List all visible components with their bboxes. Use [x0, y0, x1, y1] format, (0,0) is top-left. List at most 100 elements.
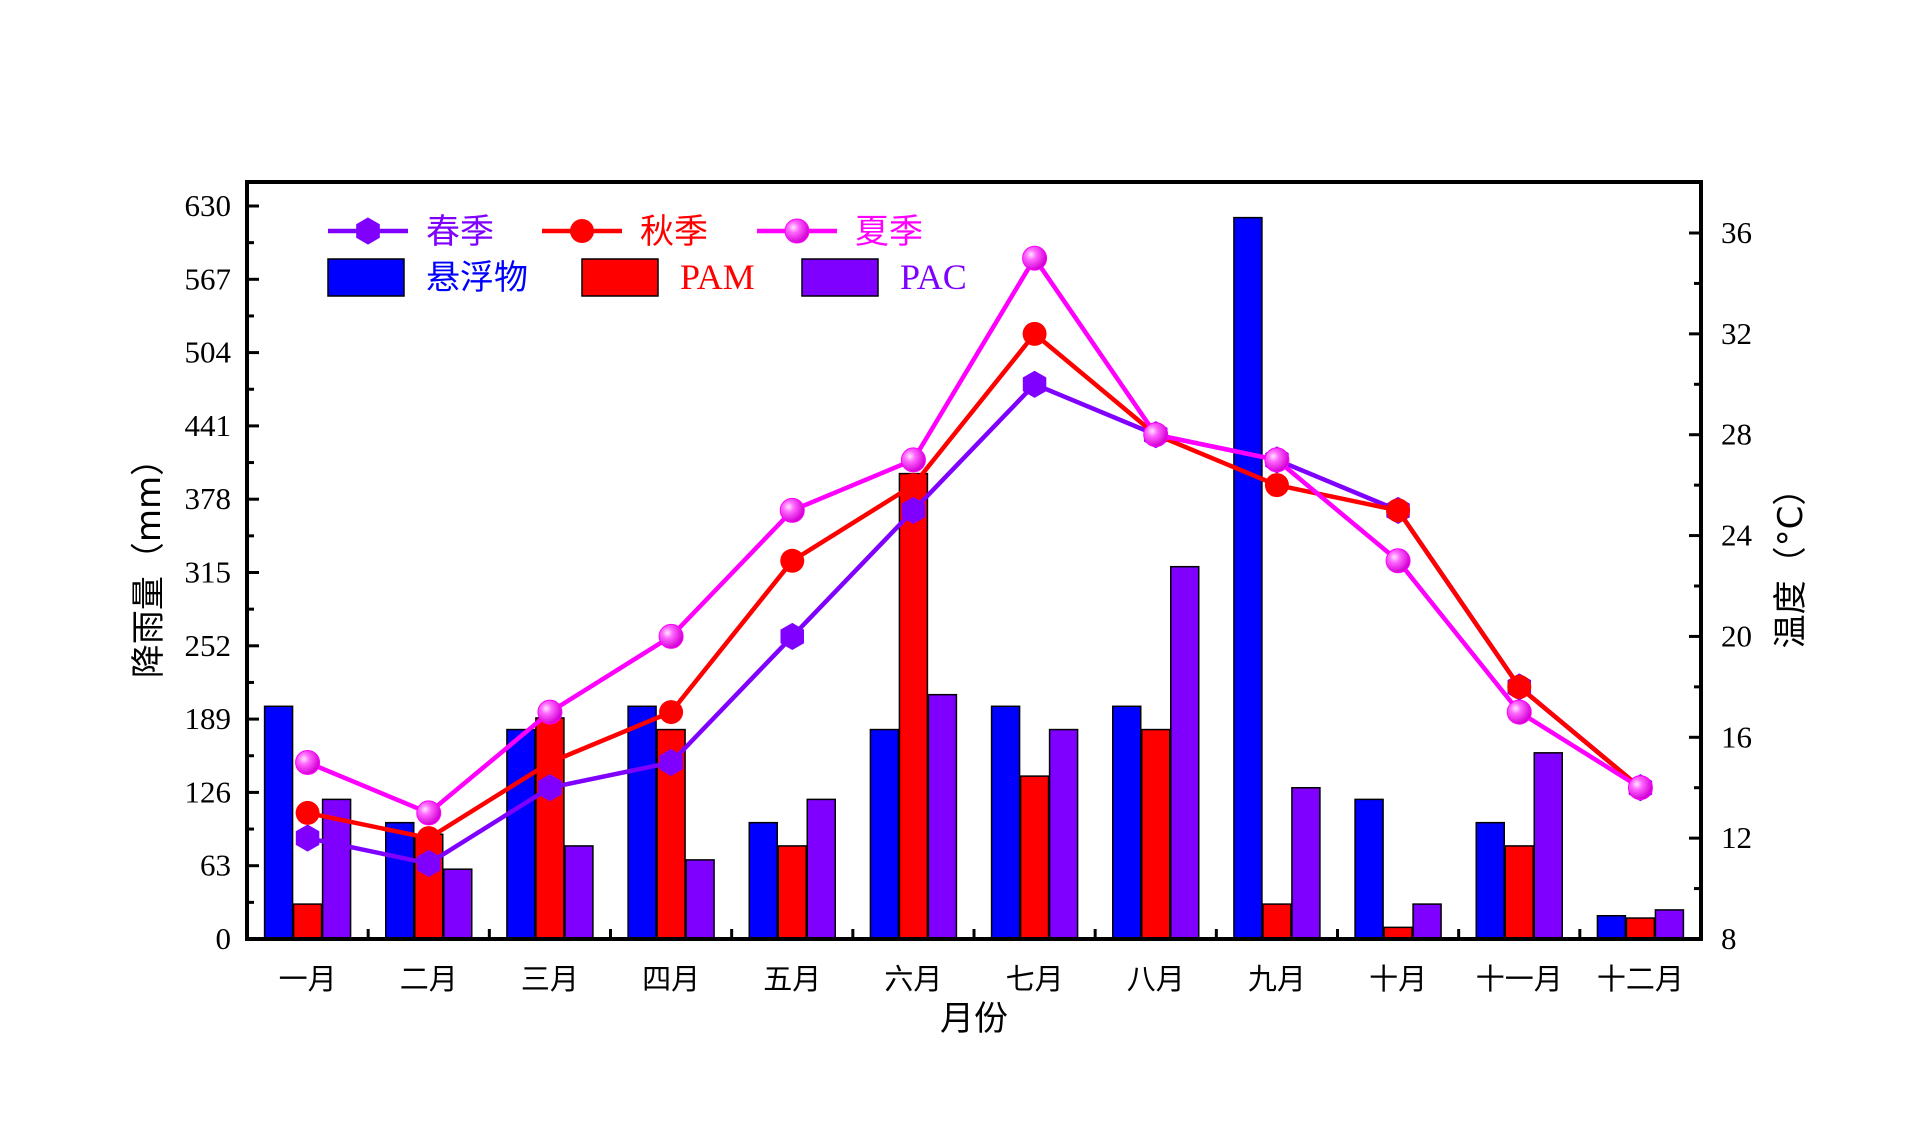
legend-marker-秋季 — [570, 219, 594, 243]
y-left-tick-label: 252 — [185, 628, 232, 663]
x-tick-label: 十月 — [1369, 962, 1427, 996]
legend-label-秋季: 秋季 — [640, 212, 708, 252]
y-right-tick-label: 12 — [1721, 820, 1752, 855]
x-tick-label: 八月 — [1127, 962, 1185, 996]
point-夏季-二月 — [416, 800, 442, 826]
point-秋季-九月 — [1264, 473, 1289, 498]
y-left-tick-label: 126 — [185, 774, 232, 809]
point-秋季-五月 — [780, 548, 805, 573]
legend-label-夏季: 夏季 — [855, 212, 923, 252]
x-tick-label: 四月 — [642, 962, 700, 996]
bar-悬浮物-九月 — [1233, 216, 1263, 940]
x-axis-title: 月份 — [940, 999, 1008, 1039]
bar-PAM-七月 — [1019, 775, 1050, 940]
bar-PAC-八月 — [1170, 565, 1200, 940]
bar-悬浮物-一月 — [263, 705, 294, 940]
y-right-tick-label: 36 — [1721, 215, 1752, 250]
x-tick-label: 五月 — [763, 962, 821, 996]
x-tick-label: 九月 — [1248, 962, 1306, 996]
point-春季-一月 — [295, 824, 320, 852]
point-秋季-七月 — [1022, 321, 1047, 346]
y-left-tick-label: 0 — [216, 921, 232, 956]
point-春季-三月 — [538, 774, 562, 802]
line-秋季 — [307, 331, 1642, 841]
y-right-tick-label: 28 — [1721, 417, 1752, 452]
y-left-tick-label: 189 — [185, 701, 232, 736]
x-tick-label: 六月 — [884, 962, 942, 996]
bar-悬浮物-二月 — [385, 821, 415, 940]
x-tick-label: 一月 — [279, 962, 337, 996]
bar-悬浮物-七月 — [990, 705, 1021, 940]
x-tick-label: 十二月 — [1597, 962, 1684, 996]
axes-layer: 0 63 126 189 252 315 378 441 504 567 630 8 12 16 20 24 2… — [185, 188, 1753, 996]
point-秋季-四月 — [659, 700, 684, 725]
bar-PAC-七月 — [1048, 728, 1079, 940]
bar-悬浮物-四月 — [627, 705, 657, 940]
bar-悬浮物-十一月 — [1475, 821, 1505, 940]
bar-PAC-四月 — [685, 859, 715, 940]
legend-swatch-PAM — [581, 258, 659, 297]
bar-PAC-二月 — [443, 868, 473, 940]
point-夏季-八月 — [1143, 422, 1169, 448]
legend-marker-春季 — [356, 217, 380, 245]
point-夏季-十一月 — [1506, 699, 1532, 725]
point-夏季-七月 — [1022, 245, 1048, 271]
y-left-tick-label: 315 — [185, 555, 232, 590]
point-夏季-十二月 — [1627, 775, 1653, 801]
legend-label-春季: 春季 — [426, 212, 494, 252]
bar-悬浮物-六月 — [869, 728, 900, 940]
bar-PAC-十月 — [1412, 903, 1442, 940]
line-夏季 — [306, 255, 1642, 816]
y-left-tick-label: 378 — [185, 481, 232, 516]
bar-PAM-六月 — [898, 472, 929, 940]
y-right-tick-label: 24 — [1721, 518, 1753, 553]
point-夏季-十月 — [1385, 548, 1411, 574]
bar-悬浮物-十月 — [1354, 798, 1384, 940]
legend-label-悬浮物: 悬浮物 — [426, 258, 528, 298]
point-春季-四月 — [659, 748, 683, 777]
bar-PAM-八月 — [1141, 728, 1171, 940]
legend-label-PAC: PAC — [900, 257, 967, 297]
bar-悬浮物-五月 — [748, 821, 778, 940]
x-tick-label: 三月 — [521, 962, 579, 996]
legend-swatch-悬浮物 — [327, 258, 405, 297]
x-tick-label: 二月 — [400, 962, 458, 996]
bar-PAM-十一月 — [1504, 845, 1534, 940]
bar-PAC-十二月 — [1654, 909, 1685, 940]
bar-悬浮物-八月 — [1112, 705, 1142, 940]
y-right-tick-label: 20 — [1721, 618, 1752, 653]
point-秋季-一月 — [295, 800, 320, 825]
legend-swatch-PAC — [801, 258, 879, 297]
y-right-tick-label: 16 — [1721, 719, 1752, 754]
point-春季-七月 — [1022, 370, 1047, 398]
bar-PAC-六月 — [927, 693, 958, 940]
point-秋季-三月 — [537, 750, 562, 775]
point-秋季-二月 — [416, 826, 441, 851]
point-夏季-六月 — [900, 447, 926, 473]
legend-label-PAM: PAM — [680, 257, 755, 297]
point-夏季-九月 — [1264, 447, 1290, 473]
bar-PAM-十二月 — [1625, 917, 1656, 940]
bars-layer — [263, 216, 1685, 940]
bar-PAM-一月 — [292, 903, 323, 940]
bar-悬浮物-三月 — [506, 728, 536, 940]
x-tick-label: 七月 — [1006, 962, 1064, 996]
bar-PAC-五月 — [806, 798, 836, 940]
point-春季-二月 — [417, 849, 441, 877]
point-夏季-四月 — [658, 623, 684, 649]
legend-marker-夏季 — [784, 218, 810, 244]
y-left-tick-label: 630 — [185, 188, 232, 223]
point-秋季-六月 — [901, 473, 926, 498]
bar-PAM-五月 — [777, 845, 807, 940]
bar-PAM-九月 — [1262, 903, 1292, 940]
y-right-tick-label: 8 — [1721, 921, 1737, 956]
point-夏季-一月 — [295, 750, 321, 775]
bar-PAC-十一月 — [1533, 752, 1563, 940]
bar-PAC-九月 — [1291, 786, 1321, 940]
point-春季-六月 — [901, 496, 926, 524]
point-秋季-十月 — [1386, 498, 1411, 523]
bar-悬浮物-十二月 — [1596, 914, 1627, 940]
y-left-tick-label: 567 — [185, 261, 232, 296]
